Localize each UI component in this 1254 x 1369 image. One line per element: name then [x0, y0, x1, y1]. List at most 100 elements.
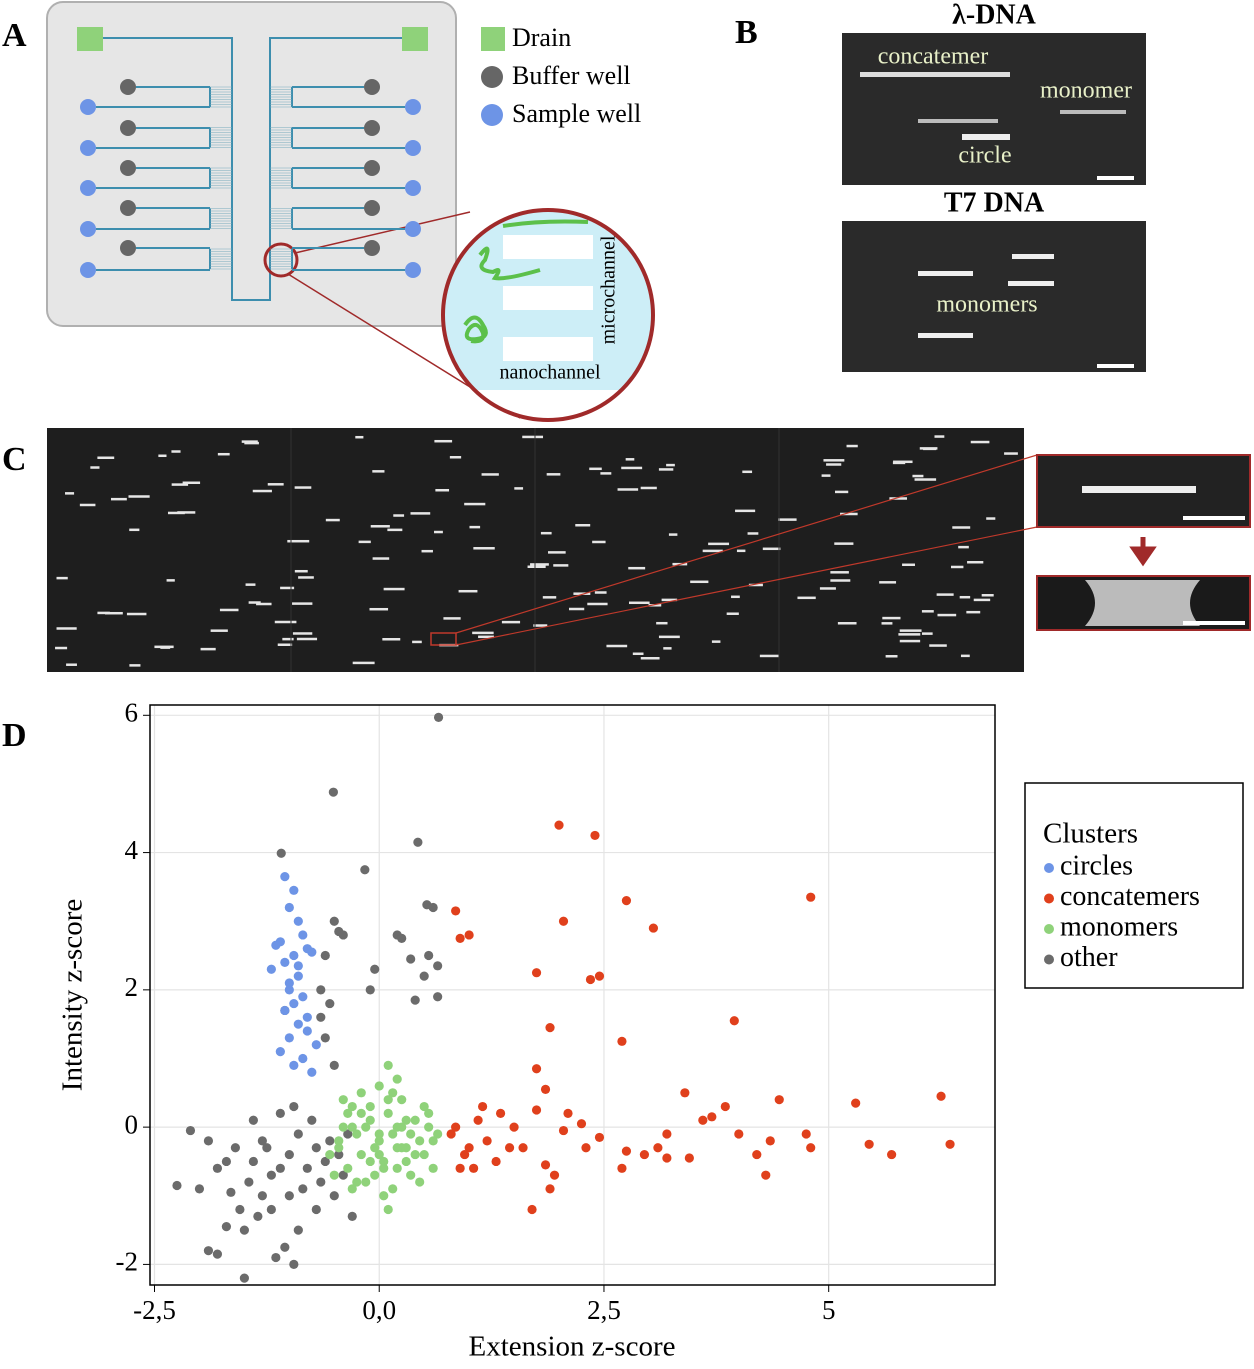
data-point	[374, 1129, 384, 1139]
legend-title: Clusters	[1043, 818, 1138, 850]
data-point	[365, 1115, 375, 1125]
data-point	[684, 1153, 694, 1163]
data-point	[509, 1122, 519, 1132]
data-point	[253, 1211, 263, 1221]
data-point	[383, 1060, 393, 1070]
data-point	[280, 957, 290, 967]
data-point	[540, 1084, 551, 1094]
sample-well	[80, 99, 96, 115]
data-point	[203, 1246, 214, 1256]
x-tick-label: 2,5	[587, 1295, 621, 1325]
molecule	[128, 495, 150, 498]
data-point	[415, 1136, 425, 1146]
data-point	[302, 1012, 312, 1022]
data-point	[392, 1074, 402, 1084]
data-point	[328, 787, 338, 797]
data-point	[289, 998, 299, 1009]
data-point	[284, 1191, 294, 1201]
molecule	[617, 488, 639, 491]
molecule	[287, 539, 310, 543]
legend-text: circles	[1060, 850, 1133, 881]
data-point	[594, 1132, 605, 1143]
data-point	[851, 1098, 861, 1108]
data-point	[410, 1149, 420, 1160]
sample-well	[80, 140, 96, 156]
data-point	[276, 848, 286, 858]
data-point	[451, 1122, 461, 1132]
data-point	[271, 1252, 281, 1263]
data-point	[370, 1143, 380, 1153]
data-point	[491, 1156, 501, 1167]
molecule	[840, 512, 858, 516]
data-point	[343, 1163, 353, 1173]
molecule	[210, 629, 228, 632]
data-point	[320, 950, 330, 961]
molecule	[533, 624, 548, 627]
drain	[402, 27, 428, 51]
data-point	[374, 1136, 384, 1146]
data-point	[257, 1136, 267, 1146]
data-point	[266, 964, 276, 974]
data-point	[473, 1115, 483, 1125]
molecule	[821, 474, 831, 477]
molecule	[902, 563, 915, 567]
image-title: λ-DNA	[952, 0, 1037, 30]
data-point	[361, 1177, 371, 1187]
molecule	[736, 549, 746, 553]
data-point	[554, 820, 564, 830]
data-point	[464, 930, 474, 940]
molecule	[553, 564, 569, 567]
data-point	[284, 985, 294, 995]
molecule	[129, 528, 140, 532]
data-point	[428, 1163, 438, 1173]
molecule	[735, 509, 756, 513]
data-point	[289, 950, 299, 961]
data-point	[338, 1122, 348, 1132]
data-point	[329, 1191, 339, 1201]
molecule	[435, 488, 450, 492]
image-label: monomers	[936, 292, 1037, 318]
sample-well	[405, 140, 421, 156]
molecule	[294, 569, 308, 573]
legend-swatch	[481, 27, 505, 51]
molecule	[747, 532, 759, 535]
data-point	[401, 1115, 411, 1125]
buffer-well	[364, 79, 380, 95]
data-point	[320, 1033, 330, 1043]
molecule	[355, 435, 364, 439]
molecule	[892, 461, 906, 465]
molecule	[110, 497, 127, 501]
data-point	[504, 1143, 515, 1153]
plot-area	[150, 705, 995, 1285]
molecule	[245, 583, 256, 586]
data-point	[194, 1184, 205, 1194]
zoom-marker	[430, 632, 457, 646]
data-point	[558, 1125, 569, 1136]
y-tick-label: 2	[125, 972, 139, 1002]
data-point	[325, 1136, 335, 1146]
molecule	[421, 549, 433, 553]
molecule	[372, 557, 390, 560]
buffer-well	[120, 120, 136, 136]
molecule	[726, 612, 739, 615]
data-point	[424, 1122, 434, 1132]
data-point	[352, 1129, 362, 1139]
molecule	[66, 663, 77, 666]
data-point	[289, 1259, 299, 1270]
molecule	[248, 601, 261, 604]
molecule	[666, 463, 675, 467]
data-point	[316, 1012, 326, 1022]
data-point	[271, 940, 281, 950]
data-point	[428, 1136, 438, 1146]
data-point	[383, 1095, 393, 1105]
data-point	[761, 1170, 771, 1180]
molecule	[879, 581, 897, 584]
data-point	[621, 896, 632, 906]
scale-bar	[1183, 621, 1245, 625]
data-point	[244, 1177, 254, 1187]
molecule	[372, 470, 385, 473]
data-point	[383, 1108, 393, 1119]
molecule	[819, 587, 836, 590]
molecule	[589, 467, 602, 471]
data-point	[680, 1088, 690, 1098]
